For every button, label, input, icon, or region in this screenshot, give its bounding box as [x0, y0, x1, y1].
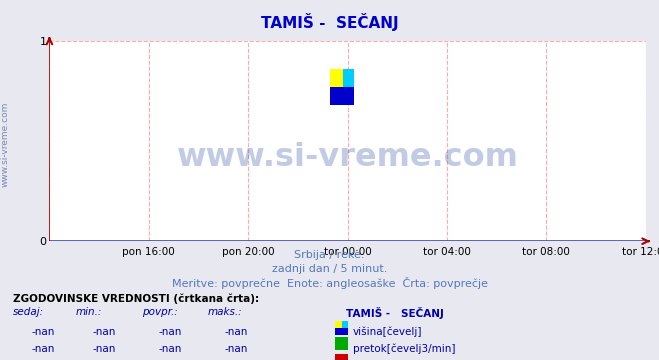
Text: ZGODOVINSKE VREDNOSTI (črtkana črta):: ZGODOVINSKE VREDNOSTI (črtkana črta): — [13, 293, 259, 304]
Text: zadnji dan / 5 minut.: zadnji dan / 5 minut. — [272, 264, 387, 274]
Text: -nan: -nan — [31, 327, 55, 337]
Polygon shape — [330, 69, 343, 87]
Polygon shape — [343, 69, 354, 87]
Polygon shape — [330, 87, 354, 105]
Text: Srbija / reke.: Srbija / reke. — [295, 250, 364, 260]
Text: pretok[čevelj3/min]: pretok[čevelj3/min] — [353, 344, 455, 354]
Text: sedaj:: sedaj: — [13, 307, 44, 317]
Text: -nan: -nan — [158, 344, 182, 354]
Text: višina[čevelj]: višina[čevelj] — [353, 327, 422, 337]
Text: TAMIŠ -   SEČANJ: TAMIŠ - SEČANJ — [346, 307, 444, 319]
Text: -nan: -nan — [158, 327, 182, 337]
Text: maks.:: maks.: — [208, 307, 243, 317]
Text: www.si-vreme.com: www.si-vreme.com — [177, 142, 519, 173]
Text: Meritve: povprečne  Enote: angleosaške  Črta: povprečje: Meritve: povprečne Enote: angleosaške Čr… — [171, 277, 488, 289]
Text: -nan: -nan — [224, 327, 248, 337]
Text: TAMIŠ -  SEČANJ: TAMIŠ - SEČANJ — [261, 13, 398, 31]
Text: -nan: -nan — [92, 327, 116, 337]
Text: www.si-vreme.com: www.si-vreme.com — [1, 101, 10, 187]
Text: min.:: min.: — [76, 307, 102, 317]
Text: -nan: -nan — [31, 344, 55, 354]
Text: -nan: -nan — [224, 344, 248, 354]
Text: -nan: -nan — [92, 344, 116, 354]
Text: povpr.:: povpr.: — [142, 307, 177, 317]
